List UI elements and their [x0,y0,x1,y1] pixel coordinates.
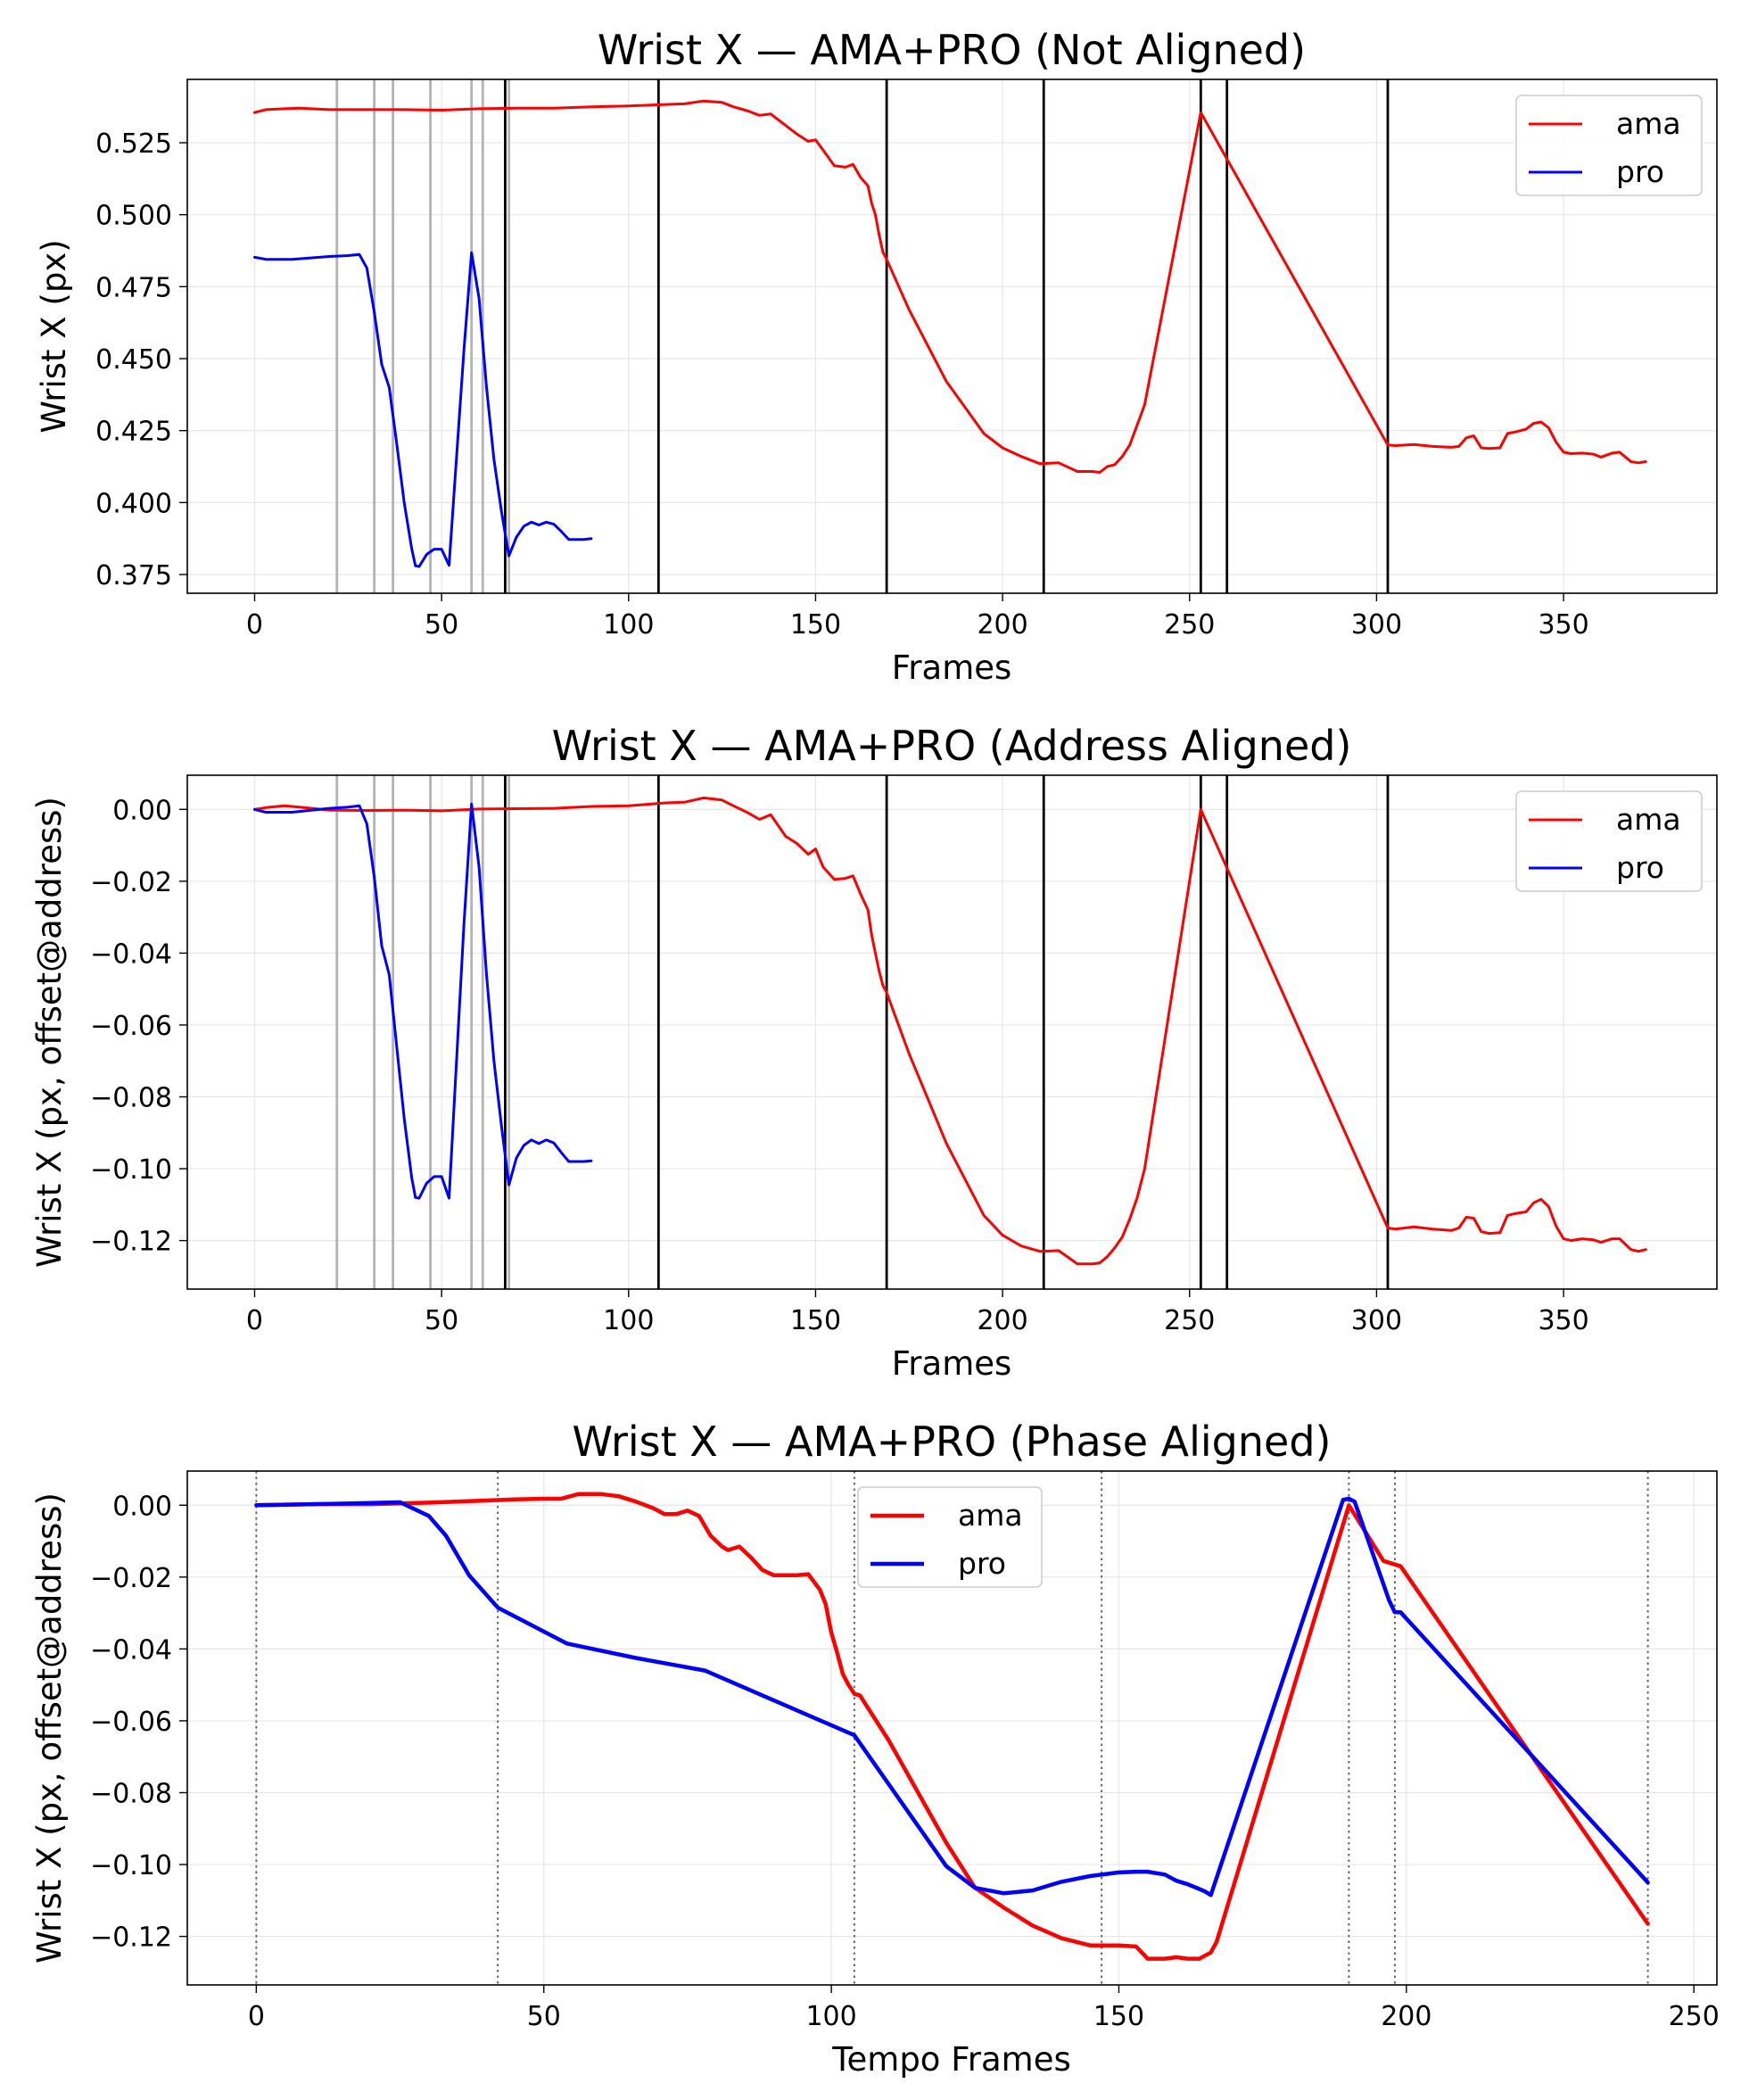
legend-label-pro: pro [1616,154,1664,189]
x-tick-label: 200 [1381,2001,1431,2032]
y-axis-label: Wrist X (px, offset@address) [30,797,69,1268]
series-line-pro [253,251,593,568]
x-tick-label: 100 [805,2001,856,2032]
legend-label-ama: ama [1616,802,1681,837]
y-tick-label: 0.00 [112,795,172,826]
chart-title: Wrist X — AMA+PRO (Not Aligned) [598,26,1306,74]
x-tick-label: 200 [977,609,1027,641]
x-axis-label: Frames [892,649,1012,687]
x-tick-label: 50 [425,609,458,641]
legend-box [1515,790,1703,892]
series-line-ama [253,99,1647,474]
plot-frame [186,79,1718,594]
chart-title: Wrist X — AMA+PRO (Address Aligned) [552,722,1352,770]
y-axis-label: Wrist X (px, offset@address) [30,1492,69,1964]
y-tick-label: 0.400 [95,488,172,519]
y-tick-label: 0.00 [112,1491,172,1522]
legend-label-ama: ama [958,1498,1023,1533]
x-tick-label: 250 [1669,2001,1720,2032]
y-tick-label: −0.08 [90,1083,172,1114]
y-tick-label: 0.375 [95,560,172,591]
y-tick-label: −0.02 [90,867,172,898]
legend-label-ama: ama [1616,106,1681,141]
legend-label-pro: pro [958,1546,1006,1581]
y-tick-label: −0.06 [90,1707,172,1738]
y-tick-label: −0.08 [90,1779,172,1810]
series-line-ama [253,796,1647,1266]
panel-phase-aligned: 0 50 100 150 200 250 −0.12 −0.10 −0.08 −0.06 −0.04… [30,1418,1720,2079]
x-tick-label: 100 [603,1305,654,1336]
x-axis-label: Frames [892,1344,1012,1383]
x-tick-label: 50 [425,1305,458,1336]
y-axis-label: Wrist X (px) [35,239,73,433]
y-tick-label: 0.425 [95,417,172,448]
x-tick-label: 0 [246,609,263,641]
y-tick-label: 0.450 [95,344,172,376]
x-tick-label: 50 [527,2001,561,2032]
y-tick-label: −0.10 [90,1154,172,1186]
x-tick-label: 150 [790,609,841,641]
x-tick-label: 0 [246,1305,263,1336]
x-tick-label: 150 [1093,2001,1144,2032]
y-tick-label: −0.04 [90,1634,172,1666]
x-tick-label: 250 [1164,1305,1215,1336]
y-tick-label: −0.12 [90,1227,172,1258]
panel-address-aligned: 0 50 100 150 200 250 300 350 −0.12 −0.10 −0.08 −0.0… [30,722,1718,1383]
chart-title: Wrist X — AMA+PRO (Phase Aligned) [573,1418,1332,1466]
legend-box [1515,95,1703,196]
x-tick-label: 350 [1538,1305,1588,1336]
panel-not-aligned: 0 50 100 150 200 250 300 350 0.375 0.400 0.425 0.45… [35,26,1718,687]
legend-label-pro: pro [1616,850,1664,885]
x-tick-label: 300 [1351,609,1402,641]
y-tick-label: −0.12 [90,1922,172,1954]
x-tick-label: 200 [977,1305,1027,1336]
y-tick-label: −0.10 [90,1850,172,1881]
y-tick-label: 0.500 [95,201,172,232]
series-line-pro [253,802,593,1200]
y-tick-label: −0.04 [90,938,172,970]
y-tick-label: −0.02 [90,1563,172,1594]
x-tick-label: 300 [1351,1305,1402,1336]
series-line-ama [254,1492,1650,1961]
x-axis-label: Tempo Frames [831,2040,1071,2079]
x-tick-label: 150 [790,1305,841,1336]
y-tick-label: −0.06 [90,1011,172,1042]
plot-frame [186,1470,1718,1986]
x-tick-label: 100 [603,609,654,641]
x-tick-label: 0 [248,2001,265,2032]
y-tick-label: 0.475 [95,272,172,303]
series-line-pro [254,1496,1650,1897]
x-tick-label: 250 [1164,609,1215,641]
x-tick-label: 350 [1538,609,1588,641]
y-tick-label: 0.525 [95,128,172,160]
plot-frame [186,774,1718,1290]
